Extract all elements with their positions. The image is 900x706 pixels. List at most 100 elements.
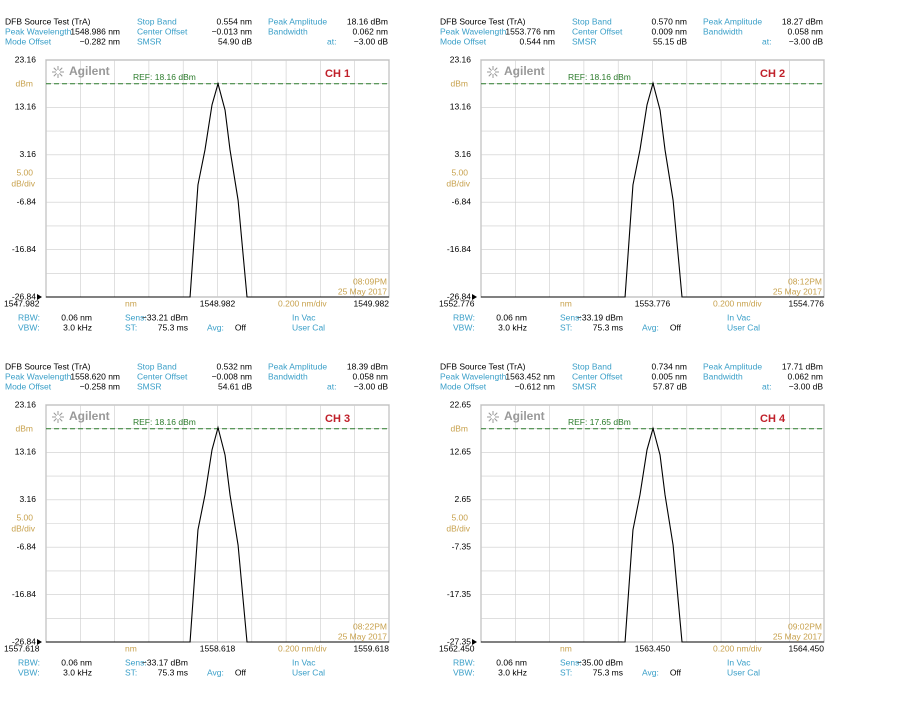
scale-unit: dB/div [11,523,35,533]
y-tick-label: 23.16 [15,54,37,64]
readout-value: −3.00 dB [789,381,824,391]
footer-value: Off [235,667,247,677]
readout-label: Peak Wavelength [440,26,507,36]
x-tick-label: 1564.450 [789,643,825,653]
footer-value: −33.19 dBm [577,312,623,322]
logo: Agilent [69,409,110,423]
logo-ray [494,418,498,422]
footer-value: 0.06 nm [61,312,92,322]
footer-label: Avg: [642,667,659,677]
scale-unit: dB/div [446,178,470,188]
readout-label: SMSR [572,36,597,46]
footer-value: −33.17 dBm [142,657,188,667]
readout-label: Mode Offset [440,36,487,46]
logo-ray [488,73,492,77]
y-tick-label: 23.16 [15,399,37,409]
logo-ray [59,67,63,71]
footer-label: Sens: [125,657,147,667]
scale: 5.00 [451,512,468,522]
spectrum-trace [481,426,824,643]
logo-ray [59,412,63,416]
footer-value: −33.21 dBm [142,312,188,322]
x-unit: nm [125,298,137,308]
readout-value: 1558.620 nm [70,371,120,381]
readout-label: Bandwidth [268,371,308,381]
footer-label: RBW: [18,657,40,667]
readout-value: 57.87 dB [653,381,687,391]
date: 25 May 2017 [338,631,387,641]
footer-label: Avg: [207,667,224,677]
logo-ray [53,412,57,416]
scale-unit: dB/div [11,178,35,188]
logo-icon [487,411,499,423]
x-unit: nm [560,643,572,653]
footer-value: 75.3 ms [593,667,623,677]
channel-label: CH 4 [760,413,786,425]
footer-label: RBW: [18,312,40,322]
readout-label: Stop Band [137,361,177,371]
readout-value: 0.058 nm [353,371,388,381]
x-tick-label: 1552.776 [439,298,475,308]
readout-value: −0.008 nm [212,371,252,381]
readout-label: at: [327,36,336,46]
footer-label: ST: [125,322,137,332]
readout-label: Mode Offset [5,381,52,391]
footer-value: Off [670,667,682,677]
y-tick-label: -7.35 [452,541,472,551]
logo: Agilent [69,64,110,78]
footer-value: 0.06 nm [61,657,92,667]
status: User Cal [727,667,760,677]
readout-value: −0.258 nm [80,381,120,391]
x-unit: nm [560,298,572,308]
footer-label: ST: [560,667,572,677]
status: User Cal [292,322,325,332]
scale-unit: dB/div [446,523,470,533]
y-tick-label: -6.84 [17,541,37,551]
y-tick-label: 3.16 [19,149,36,159]
instrument-panel: DFB Source Test (TrA)Peak Wavelength 1553… [439,16,825,332]
status: User Cal [727,322,760,332]
readout-value: −0.282 nm [80,36,120,46]
x-scale: 0.200 nm/div [713,643,762,653]
readout-label: Peak Amplitude [703,16,762,26]
channel-label: CH 1 [325,68,350,80]
bottom-marker [472,294,477,300]
readout-value: 54.61 dB [218,381,252,391]
status: In Vac [292,312,316,322]
readout-value: 0.062 nm [788,371,823,381]
x-tick-label: 1554.776 [789,298,825,308]
x-tick-label: 1558.618 [200,643,236,653]
footer-value: Off [235,322,247,332]
logo-ray [59,73,63,77]
readout-value: 1553.776 nm [505,26,555,36]
footer-value: 3.0 kHz [63,667,92,677]
readout-label: Bandwidth [268,26,308,36]
status: In Vac [727,312,751,322]
footer-label: Avg: [207,322,224,332]
x-unit: nm [125,643,137,653]
logo-ray [53,418,57,422]
y-tick-label: 23.16 [450,54,472,64]
x-scale: 0.200 nm/div [278,298,327,308]
footer-label: VBW: [18,322,40,332]
reference-label: REF: 18.16 dBm [133,417,196,427]
readout-label: at: [327,381,336,391]
time: 08:22PM [353,621,387,631]
y-tick-label: 3.16 [454,149,471,159]
logo-ray [53,67,57,71]
footer-label: Sens: [560,312,582,322]
logo-ray [488,67,492,71]
readout-value: −3.00 dB [354,36,389,46]
x-scale: 0.200 nm/div [713,298,762,308]
readout-label: Mode Offset [440,381,487,391]
y-tick-label: 22.65 [450,399,472,409]
readout-value: 0.005 nm [652,371,687,381]
scale: 5.00 [451,167,468,177]
reference-label: REF: 17.65 dBm [568,417,631,427]
logo-ray [59,418,63,422]
footer-label: RBW: [453,312,475,322]
y-unit: dBm [451,423,468,433]
footer-label: ST: [125,667,137,677]
panel-title: DFB Source Test (TrA) [5,16,91,26]
